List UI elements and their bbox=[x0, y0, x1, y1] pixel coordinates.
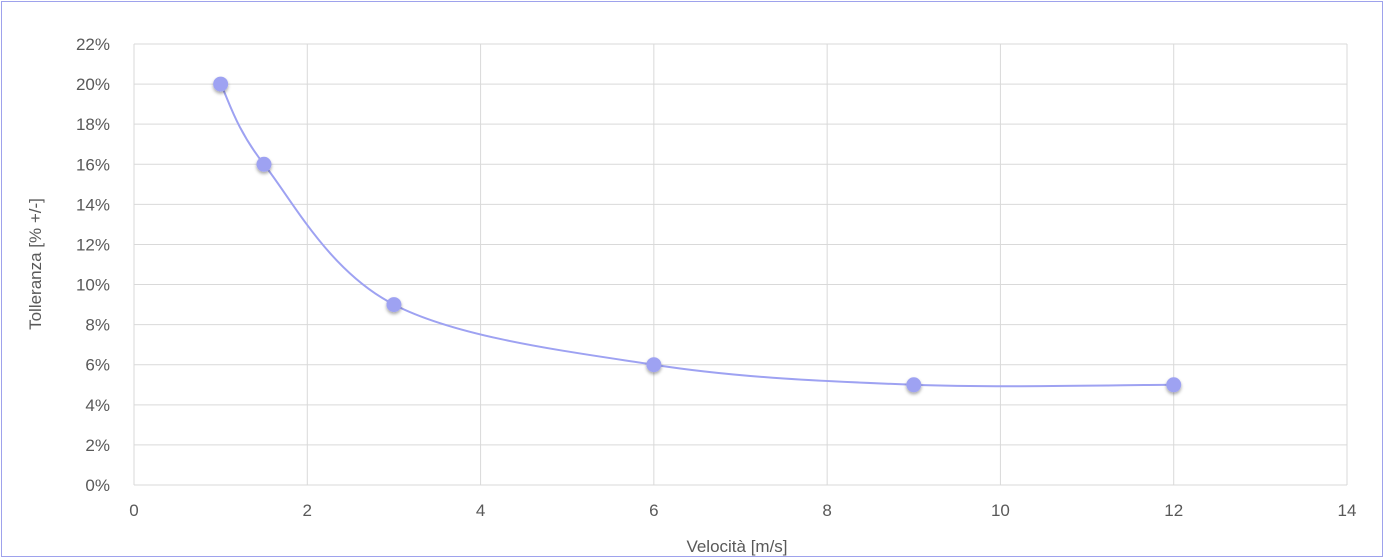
y-tick-label: 6% bbox=[85, 356, 110, 375]
series-line bbox=[219, 83, 1174, 388]
gridlines bbox=[133, 43, 1348, 486]
x-axis-title: Velocità [m/s] bbox=[686, 537, 787, 556]
y-tick-label: 12% bbox=[76, 235, 110, 254]
series-curve bbox=[219, 83, 1174, 388]
x-axis-ticks: 0 2 4 6 8 10 12 14 bbox=[129, 501, 1356, 520]
y-tick-label: 18% bbox=[76, 115, 110, 134]
y-tick-label: 16% bbox=[76, 155, 110, 174]
x-tick-label: 2 bbox=[303, 501, 312, 520]
y-tick-label: 14% bbox=[76, 195, 110, 214]
y-tick-label: 22% bbox=[76, 35, 110, 54]
data-point bbox=[906, 377, 922, 393]
data-point bbox=[256, 156, 272, 172]
data-point bbox=[386, 297, 402, 313]
x-tick-label: 14 bbox=[1338, 501, 1357, 520]
y-tick-label: 2% bbox=[85, 436, 110, 455]
y-tick-label: 8% bbox=[85, 316, 110, 335]
data-point bbox=[213, 76, 229, 92]
data-points bbox=[213, 76, 1182, 393]
y-axis-ticks: 0% 2% 4% 6% 8% 10% 12% 14% 16% 18% 20% 22% bbox=[76, 35, 110, 495]
x-tick-label: 0 bbox=[129, 501, 138, 520]
x-tick-label: 10 bbox=[991, 501, 1010, 520]
y-tick-label: 4% bbox=[85, 396, 110, 415]
y-tick-label: 0% bbox=[85, 476, 110, 495]
x-tick-label: 6 bbox=[649, 501, 658, 520]
x-tick-label: 8 bbox=[822, 501, 831, 520]
data-point bbox=[646, 357, 662, 373]
y-tick-label: 10% bbox=[76, 276, 110, 295]
y-tick-label: 20% bbox=[76, 75, 110, 94]
x-tick-label: 12 bbox=[1164, 501, 1183, 520]
y-axis-title: Tolleranza [% +/-] bbox=[26, 198, 45, 330]
x-tick-label: 4 bbox=[476, 501, 485, 520]
data-point bbox=[1166, 377, 1182, 393]
